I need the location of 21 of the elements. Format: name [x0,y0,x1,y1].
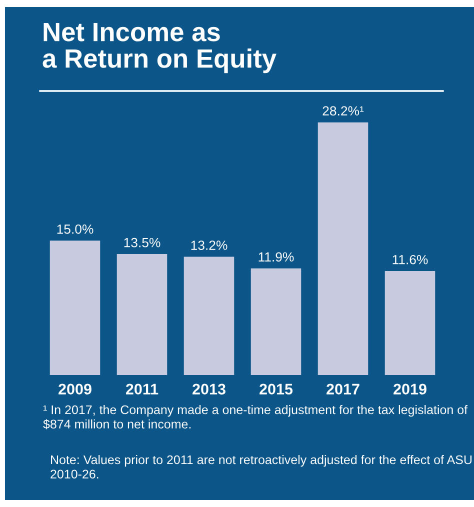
x-tick-label: 2019 [394,384,426,395]
data-label: 28.2%¹ [322,106,364,116]
bar [250,268,302,375]
data-label: 13.5% [124,238,160,248]
x-tick-label: 2017 [326,384,360,395]
data-label: 11.6% [392,254,428,264]
text: Note: Values prior to 2011 are not retroactively adjusted for the effect of ASU 2010-26. [50,455,472,479]
chart-title: Net Income as a Return on Equity [42,22,276,74]
text: ¹ In 2017, the Company made a one-time adjustment for the tax legislation of $874 million to net income. [43,405,468,430]
data-label: 11.9% [258,252,294,262]
bar [116,254,168,375]
x-tick-label: 2009 [58,384,92,395]
data-label: 15.0% [57,224,94,234]
bar [384,271,436,375]
x-tick-label: 2011 [126,384,158,395]
bar [50,240,100,375]
bar [318,122,368,375]
data-label: 13.2% [191,240,228,250]
x-tick-label: 2013 [192,384,226,395]
bar [184,256,234,375]
x-tick-label: 2015 [260,384,293,395]
